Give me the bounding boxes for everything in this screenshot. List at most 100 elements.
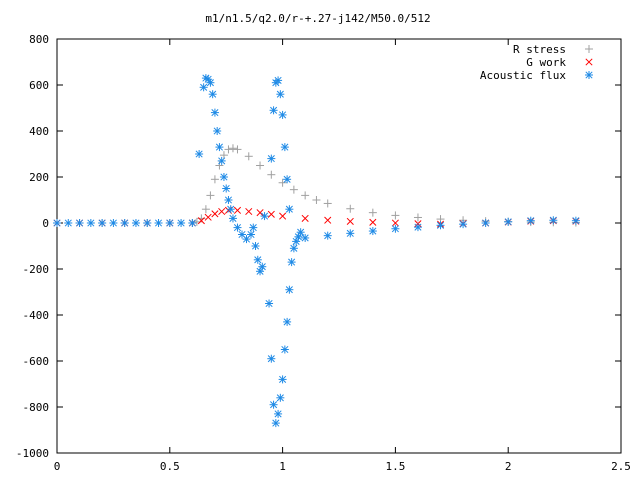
data-point bbox=[226, 205, 235, 214]
data-point bbox=[228, 214, 237, 223]
data-point bbox=[274, 409, 283, 418]
data-point bbox=[289, 244, 298, 253]
data-point bbox=[267, 354, 276, 363]
data-point bbox=[256, 161, 265, 170]
data-point bbox=[283, 317, 292, 326]
data-point bbox=[188, 219, 197, 227]
data-point bbox=[64, 219, 73, 227]
data-point bbox=[75, 219, 84, 227]
data-point bbox=[233, 145, 242, 154]
data-point bbox=[274, 76, 283, 85]
x-tick-label: 2 bbox=[505, 460, 512, 473]
data-point bbox=[391, 224, 400, 233]
y-tick-label: 400 bbox=[29, 125, 49, 138]
data-point bbox=[233, 223, 242, 232]
data-point bbox=[276, 393, 285, 402]
data-point bbox=[120, 219, 129, 227]
data-point bbox=[210, 108, 219, 117]
data-point bbox=[278, 375, 287, 384]
data-point bbox=[289, 185, 298, 194]
data-point bbox=[276, 90, 285, 99]
data-point bbox=[312, 196, 321, 204]
y-tick-label: -800 bbox=[23, 401, 50, 414]
data-point bbox=[481, 219, 490, 227]
data-point bbox=[154, 219, 163, 227]
series-g-work bbox=[53, 206, 580, 228]
data-point bbox=[285, 205, 294, 214]
series-r-stress bbox=[53, 144, 580, 227]
data-point bbox=[413, 223, 422, 232]
data-point bbox=[267, 210, 275, 218]
data-point bbox=[213, 127, 222, 135]
x-tick-label: 1.5 bbox=[385, 460, 405, 473]
data-point bbox=[526, 216, 535, 225]
data-point bbox=[278, 110, 287, 119]
data-point bbox=[267, 154, 276, 163]
y-tick-label: 800 bbox=[29, 33, 49, 46]
y-tick-label: 600 bbox=[29, 79, 49, 92]
data-point bbox=[368, 208, 377, 217]
data-point bbox=[210, 175, 219, 184]
data-point bbox=[346, 229, 355, 238]
data-point bbox=[217, 156, 226, 165]
data-point bbox=[504, 217, 513, 226]
data-point bbox=[346, 204, 355, 213]
data-point bbox=[208, 90, 217, 99]
data-point bbox=[436, 221, 445, 230]
data-point bbox=[296, 228, 305, 237]
data-point bbox=[218, 207, 226, 216]
data-point bbox=[249, 223, 258, 232]
data-point bbox=[206, 78, 215, 87]
data-point bbox=[195, 150, 204, 158]
data-point bbox=[391, 219, 399, 227]
data-point bbox=[279, 212, 287, 220]
y-axis-ticks: -1000 -800 -600 -400 -200 0 200 400 600 800 bbox=[16, 33, 621, 460]
data-point bbox=[323, 199, 332, 208]
data-point bbox=[269, 106, 278, 115]
data-point bbox=[260, 212, 269, 221]
data-point bbox=[571, 216, 580, 225]
data-point bbox=[245, 207, 253, 216]
data-point bbox=[165, 219, 174, 227]
x-tick-label: 0 bbox=[54, 460, 61, 473]
data-point bbox=[278, 178, 287, 187]
data-point bbox=[251, 242, 260, 250]
plot-frame bbox=[56, 38, 622, 454]
y-tick-label: 0 bbox=[42, 217, 49, 230]
data-point bbox=[86, 219, 95, 227]
data-point bbox=[271, 419, 280, 428]
data-point bbox=[219, 151, 228, 160]
data-point bbox=[549, 216, 558, 225]
data-point bbox=[206, 191, 215, 200]
x-tick-label: 0.5 bbox=[160, 460, 180, 473]
data-point bbox=[258, 262, 267, 271]
series-layer bbox=[53, 74, 580, 428]
series-acoustic-flux bbox=[53, 74, 580, 428]
data-point bbox=[219, 173, 228, 181]
data-point bbox=[369, 218, 377, 226]
data-point bbox=[247, 230, 256, 239]
data-point bbox=[204, 213, 212, 221]
data-point bbox=[280, 143, 289, 152]
data-point bbox=[323, 231, 332, 240]
data-point bbox=[222, 184, 231, 193]
chart-title: m1/n1.5/q2.0/r-+.27-j142/M50.0/512 bbox=[205, 12, 430, 25]
data-point bbox=[131, 219, 140, 227]
legend-label: R stress bbox=[513, 43, 566, 56]
data-point bbox=[233, 206, 242, 214]
data-point bbox=[267, 170, 276, 179]
y-tick-label: -200 bbox=[23, 263, 50, 276]
x-axis-ticks: 0 0.5 1 1.5 2 2.5 bbox=[54, 39, 631, 473]
data-point bbox=[215, 143, 224, 152]
data-point bbox=[283, 175, 292, 184]
data-point bbox=[53, 219, 61, 227]
data-point bbox=[459, 220, 468, 229]
data-point bbox=[413, 213, 422, 222]
data-point bbox=[301, 233, 310, 242]
data-point bbox=[109, 219, 118, 227]
legend-marker bbox=[585, 58, 593, 66]
y-tick-label: -400 bbox=[23, 309, 50, 322]
y-tick-label: 200 bbox=[29, 171, 49, 184]
